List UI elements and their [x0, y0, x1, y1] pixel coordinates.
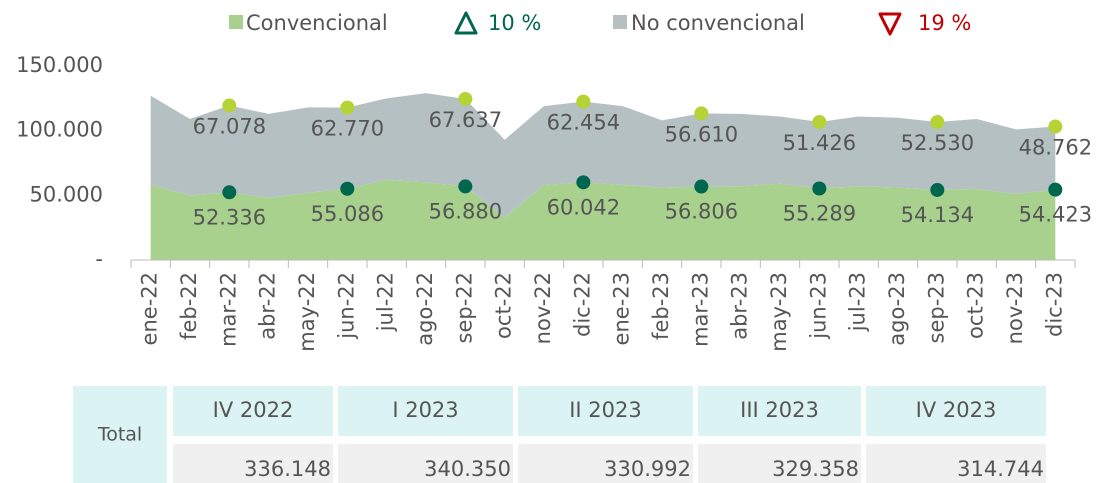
table-value: 330.992 [604, 457, 691, 481]
marker [340, 100, 355, 115]
marker [812, 114, 827, 129]
x-tick-label: dic-22 [570, 272, 594, 337]
marker [458, 91, 473, 106]
value-cell [173, 444, 333, 483]
data-label: 56.806 [665, 200, 738, 224]
data-label: 56.610 [665, 122, 738, 146]
x-tick-label: oct-22 [492, 272, 516, 339]
data-label: 52.530 [901, 131, 974, 155]
header-cell [173, 386, 333, 436]
x-tick-label: feb-22 [177, 272, 201, 340]
row-header: Total [97, 424, 142, 446]
header-cell [338, 386, 513, 436]
marker [222, 185, 237, 200]
x-tick-label: mar-23 [688, 272, 712, 347]
data-label: 48.762 [1019, 136, 1092, 160]
x-tick-label: jul-23 [846, 272, 870, 332]
data-label: 62.454 [547, 111, 620, 135]
x-tick-label: jun-22 [334, 272, 358, 340]
column-header: IV 2022 [213, 398, 294, 422]
y-tick-label: 100.000 [16, 118, 103, 142]
data-label: 55.086 [311, 202, 384, 226]
marker [1048, 182, 1063, 197]
legend-label: No convencional [631, 11, 805, 35]
value-cell [866, 444, 1046, 483]
data-label: 62.770 [311, 117, 384, 141]
x-tick-label: dic-23 [1042, 272, 1066, 337]
marker [340, 181, 355, 196]
x-tick-label: oct-23 [964, 272, 988, 339]
table-value: 329.358 [772, 457, 859, 481]
y-tick-label: 50.000 [30, 182, 103, 206]
legend-swatch [613, 15, 627, 29]
marker [812, 181, 827, 196]
x-tick-label: ene-23 [610, 272, 634, 345]
x-tick-label: nov-22 [531, 272, 555, 344]
x-tick-label: nov-23 [1003, 272, 1027, 344]
x-tick-label: abr-23 [728, 272, 752, 340]
data-label: 54.134 [901, 203, 974, 227]
table-value: 314.744 [957, 457, 1044, 481]
x-tick-label: may-22 [295, 272, 319, 352]
y-tick-label: - [95, 247, 103, 271]
x-tick-label: jun-23 [806, 272, 830, 340]
marker [1048, 119, 1063, 134]
x-tick-label: may-23 [767, 272, 791, 352]
value-cell [338, 444, 513, 483]
x-tick-label: mar-22 [216, 272, 240, 347]
header-cell [518, 386, 693, 436]
header-cell [866, 386, 1046, 436]
legend-swatch [229, 15, 243, 29]
value-cell [518, 444, 693, 483]
marker [458, 179, 473, 194]
marker [222, 98, 237, 113]
x-tick-label: ene-22 [138, 272, 162, 345]
column-header: IV 2023 [916, 398, 997, 422]
x-tick-label: sep-22 [452, 272, 476, 344]
marker [694, 106, 709, 121]
x-tick-label: feb-23 [649, 272, 673, 340]
down-icon [878, 12, 902, 36]
x-tick-label: ago-22 [413, 272, 437, 346]
up-icon [454, 11, 478, 35]
table-value: 336.148 [244, 457, 331, 481]
column-header: I 2023 [392, 398, 458, 422]
data-label: 60.042 [547, 195, 620, 219]
marker [576, 94, 591, 109]
marker [930, 115, 945, 130]
header-cell [698, 386, 861, 436]
column-header: III 2023 [740, 398, 819, 422]
area [150, 93, 1056, 218]
marker [694, 179, 709, 194]
data-label: 67.078 [193, 115, 266, 139]
table-value: 340.350 [424, 457, 511, 481]
x-tick-label: ago-23 [885, 272, 909, 346]
annotation: 10 % [488, 11, 541, 35]
data-label: 51.426 [783, 131, 856, 155]
data-label: 54.423 [1019, 203, 1092, 227]
column-header: II 2023 [569, 398, 642, 422]
x-tick-label: abr-22 [256, 272, 280, 340]
x-tick-label: jul-22 [374, 272, 398, 332]
legend-label: Convencional [246, 11, 388, 35]
y-tick-label: 150.000 [16, 53, 103, 77]
area [150, 179, 1056, 260]
data-label: 67.637 [429, 108, 502, 132]
annotation: 19 % [918, 11, 971, 35]
value-cell [698, 444, 861, 483]
row-header-cell [73, 386, 167, 483]
x-tick-label: sep-23 [924, 272, 948, 344]
marker [930, 182, 945, 197]
data-label: 52.336 [193, 205, 266, 229]
marker [576, 175, 591, 190]
data-label: 56.880 [429, 199, 502, 223]
data-label: 55.289 [783, 201, 856, 225]
